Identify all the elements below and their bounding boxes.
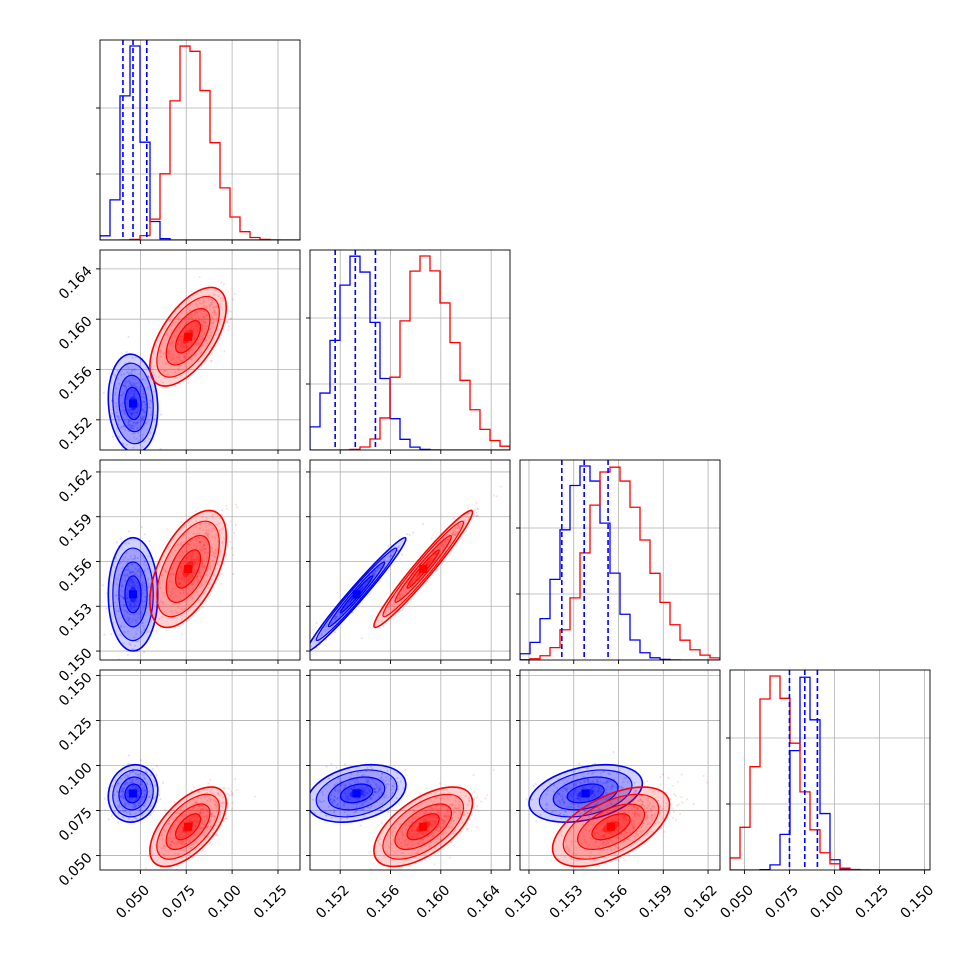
y-tick-label: 0.075 [56,805,96,845]
y-tick-label: 0.100 [56,760,96,800]
peak-red [184,332,193,341]
panel-3-1: 0.152 0.156 0.160 0.164 [306,669,511,922]
contours-blue [528,763,644,823]
x-tick-label: 0.153 [547,882,587,922]
peak-red [184,822,193,831]
axes-frame [99,249,301,451]
axes-frame [519,459,721,661]
contours-red [373,786,474,868]
contours-red [149,509,228,629]
x-tick-label: 0.164 [464,882,504,922]
contours-blue [107,536,159,652]
x-tick-label: 0.160 [414,882,454,922]
axes-frame [519,669,721,871]
y-tick-label: 0.160 [56,314,96,354]
axes-frame [309,669,511,871]
y-tick-label: 0.050 [56,850,96,890]
axes-frame [99,39,301,241]
scatter-red [360,485,502,640]
axes-frame [309,249,511,451]
histogram-blue [520,465,720,660]
panel-0-0 [96,39,301,244]
contours-red [149,286,228,387]
peak-red [607,822,616,831]
y-tick-label: 0.156 [56,364,96,404]
y-tick-label: 0.125 [56,715,96,755]
panel-2-2 [516,459,721,664]
x-tick-label: 0.150 [502,882,542,922]
contours-red [373,509,474,629]
axes-frame [99,669,301,871]
x-tick-label: 0.162 [681,882,721,922]
x-tick-label: 0.125 [251,882,291,922]
scatter-red [144,778,257,870]
x-tick-label: 0.152 [313,882,353,922]
scatter-blue [101,525,165,660]
panel-3-0: 0.050 0.075 0.100 0.1250.0500.0750.1000.125… [56,669,301,922]
panel-3-3: 0.050 0.075 0.100 0.125 0.150 [717,669,938,922]
x-tick-label: 0.050 [113,882,153,922]
peak-red [184,564,193,573]
panel-2-1 [306,459,511,664]
contours-blue [107,763,159,823]
peak-blue [129,590,138,599]
histogram-red [520,466,720,660]
peak-red [419,564,428,573]
x-tick-label: 0.075 [762,882,802,922]
contours-blue [310,536,407,652]
y-tick-label: 0.162 [56,466,96,506]
scatter-red [129,275,237,396]
y-tick-label: 0.153 [56,601,96,641]
axes-frame [729,669,931,871]
y-tick-label: 0.156 [56,556,96,596]
peak-red [419,822,428,831]
axes-frame [99,459,301,661]
y-tick-label: 0.164 [56,263,96,303]
peak-blue [129,789,138,798]
x-tick-label: 0.150 [898,882,938,922]
histogram-blue [100,45,300,240]
peak-blue [581,789,590,798]
scatter-red [559,773,709,864]
contours-blue [310,763,407,823]
panel-3-2: 0.150 0.153 0.156 0.159 0.162 [502,669,721,922]
panel-1-0: 0.152 0.156 0.160 0.164 [56,249,301,454]
contours-red [551,786,671,868]
contours-red [149,786,228,868]
x-tick-label: 0.100 [807,882,847,922]
x-tick-label: 0.075 [159,882,199,922]
axes-frame [309,459,511,661]
peak-blue [129,399,138,408]
peak-blue [352,789,361,798]
contours-blue [107,353,159,450]
x-tick-label: 0.050 [717,882,757,922]
x-tick-label: 0.156 [363,882,403,922]
panel-1-1 [306,249,511,454]
x-tick-label: 0.156 [591,882,631,922]
y-tick-label: 0.152 [56,414,96,454]
peak-blue [352,590,361,599]
x-tick-label: 0.100 [205,882,245,922]
y-tick-label: 0.159 [56,511,96,551]
x-tick-label: 0.125 [852,882,892,922]
x-tick-label: 0.159 [636,882,676,922]
